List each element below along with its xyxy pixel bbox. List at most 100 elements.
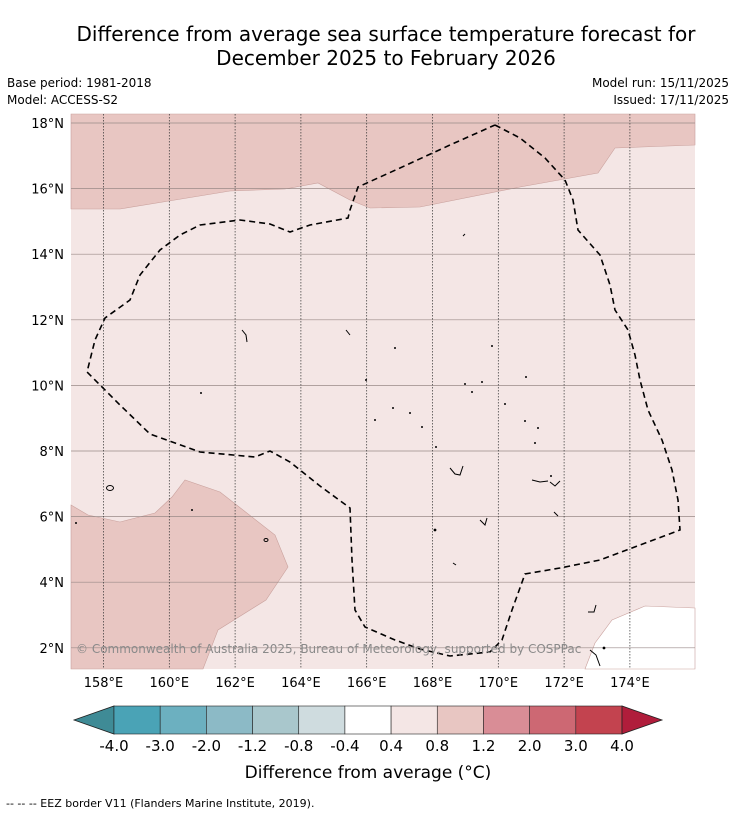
island-dot xyxy=(504,403,506,405)
lat-tick-label: 6°N xyxy=(40,511,65,526)
island-dot xyxy=(433,528,437,532)
colorbar xyxy=(72,705,664,735)
lat-tick-label: 2°N xyxy=(40,642,65,657)
copyright-watermark: © Commonwealth of Australia 2025, Bureau… xyxy=(76,642,581,656)
colorbar-title: Difference from average (°C) xyxy=(244,763,492,783)
island-dot xyxy=(534,442,536,444)
island-outline xyxy=(589,649,601,667)
colorbar-tick-label: 2.0 xyxy=(517,737,542,755)
island-dot xyxy=(392,407,394,409)
model-name: Model: ACCESS-S2 xyxy=(7,93,119,107)
island-dot xyxy=(200,392,202,394)
lon-tick-label: 164°E xyxy=(281,676,321,691)
chart-title: Difference from average sea surface temp… xyxy=(0,22,736,70)
colorbar-tick-label: -0.8 xyxy=(284,737,314,755)
lon-tick-label: 168°E xyxy=(413,676,453,691)
lat-tick-label: 14°N xyxy=(31,248,64,263)
issued-date: Issued: 17/11/2025 xyxy=(613,93,729,107)
lat-tick-label: 12°N xyxy=(31,314,64,329)
neutral-region-southeast xyxy=(584,605,696,670)
lat-axis: 18°N 16°N 14°N 12°N 10°N 8°N 6°N 4°N 2°N xyxy=(31,117,64,657)
island-dot xyxy=(191,509,193,511)
island-outlines xyxy=(106,233,601,667)
island-outline xyxy=(345,329,351,336)
lat-tick-label: 16°N xyxy=(31,183,64,198)
island-dot xyxy=(394,347,396,349)
title-line-2: December 2025 to February 2026 xyxy=(216,46,556,70)
island-dot xyxy=(464,383,466,385)
model-run: Model run: 15/11/2025 xyxy=(591,76,729,90)
colorbar-segment xyxy=(298,705,346,735)
colorbar-segment xyxy=(206,705,253,735)
colorbar-segment xyxy=(113,705,161,735)
meta-left: Base period: 1981-2018 Model: ACCESS-S2 xyxy=(7,75,152,109)
island-dot xyxy=(75,522,77,524)
lon-tick-label: 160°E xyxy=(150,676,190,691)
colorbar-segment xyxy=(344,705,392,735)
colorbar-segment xyxy=(575,705,623,735)
island-dot xyxy=(409,412,411,414)
colorbar-tick-label: 0.4 xyxy=(379,737,404,755)
lon-tick-label: 172°E xyxy=(544,676,584,691)
colorbar-tick-label: 4.0 xyxy=(610,737,634,755)
island-dot xyxy=(421,426,423,428)
lat-tick-label: 18°N xyxy=(31,117,64,132)
colorbar-tick-label: 0.8 xyxy=(425,737,450,755)
island-dot xyxy=(550,475,552,477)
island-outline xyxy=(553,511,559,517)
colorbar-tick-label: -1.2 xyxy=(237,737,268,755)
island-outline xyxy=(263,538,269,542)
colorbar-segment xyxy=(436,705,484,735)
colorbar-tick-label: 3.0 xyxy=(563,737,588,755)
island-outline xyxy=(588,604,597,613)
colorbar-tick-label: -3.0 xyxy=(145,737,175,755)
island-dot xyxy=(491,345,493,347)
island-dots xyxy=(75,345,606,650)
lon-tick-label: 170°E xyxy=(479,676,519,691)
island-outline xyxy=(479,517,488,526)
island-outline xyxy=(531,479,561,487)
island-dot xyxy=(537,427,539,429)
colorbar-segment xyxy=(529,705,577,735)
lon-tick-label: 158°E xyxy=(84,676,124,691)
island-dot xyxy=(524,420,526,422)
lat-tick-label: 8°N xyxy=(40,445,65,460)
island-outline xyxy=(106,485,114,491)
island-dot xyxy=(471,391,473,393)
colorbar-tick-label: -0.4 xyxy=(330,737,360,755)
meta-right: Model run: 15/11/2025 Issued: 17/11/2025 xyxy=(592,75,729,109)
colorbar-segment xyxy=(252,705,300,735)
lon-tick-label: 166°E xyxy=(347,676,387,691)
island-dot xyxy=(602,646,606,650)
eez-credit: -- -- -- EEZ border V11 (Flanders Marine… xyxy=(6,797,315,810)
colorbar-tick-label: -2.0 xyxy=(191,737,221,755)
lat-tick-label: 4°N xyxy=(40,576,65,591)
island-dot xyxy=(435,446,437,448)
island-outline xyxy=(241,329,248,343)
base-period: Base period: 1981-2018 xyxy=(7,76,152,90)
colorbar-tick-label: 1.2 xyxy=(471,737,496,755)
colorbar-segment xyxy=(483,705,530,735)
island-outline xyxy=(462,233,466,237)
island-outline xyxy=(452,562,457,566)
lon-axis: 158°E 160°E 162°E 164°E 166°E 168°E 170°E 172°E… xyxy=(84,676,650,691)
eez-border xyxy=(86,124,681,657)
colorbar-extend-low xyxy=(72,705,115,735)
colorbar-segment xyxy=(390,705,438,735)
island-dot xyxy=(481,381,483,383)
warm-region-north xyxy=(70,113,696,210)
warm-region-southwest xyxy=(70,479,289,670)
island-outline xyxy=(449,465,464,476)
island-dot xyxy=(374,419,376,421)
colorbar-segment xyxy=(159,705,207,735)
lat-tick-label: 10°N xyxy=(31,379,64,394)
island-dot xyxy=(365,379,367,381)
gridlines xyxy=(71,114,695,669)
lon-tick-label: 162°E xyxy=(215,676,255,691)
lon-tick-label: 174°E xyxy=(610,676,650,691)
title-line-1: Difference from average sea surface temp… xyxy=(76,22,696,46)
colorbar-extend-high xyxy=(621,705,664,735)
island-dot xyxy=(525,376,527,378)
colorbar-tick-label: -4.0 xyxy=(99,737,129,755)
